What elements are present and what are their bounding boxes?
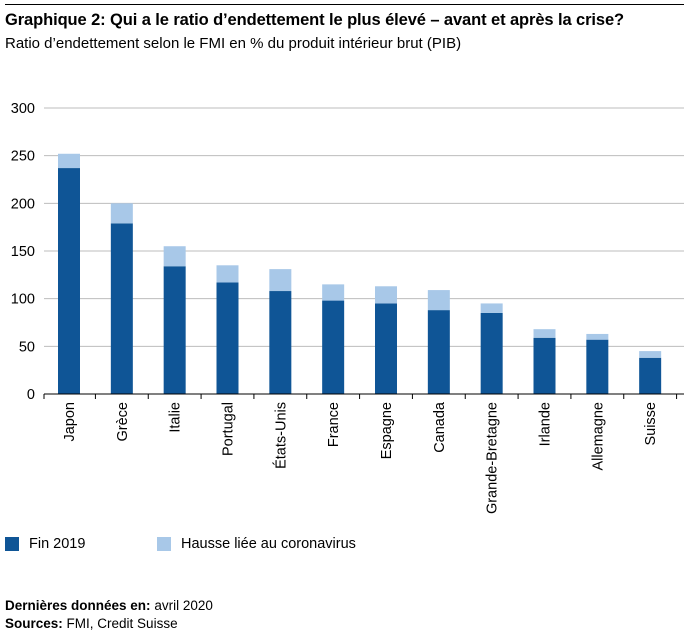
bar-hausse <box>58 153 80 169</box>
bar-hausse <box>639 351 662 358</box>
bar-fin-2019 <box>269 291 292 394</box>
bar-fin-2019 <box>58 168 80 394</box>
bar-hausse <box>110 203 133 224</box>
legend-item-hausse: Hausse liée au coronavirus <box>157 536 356 552</box>
footer-data-label: Dernières données en: <box>5 598 151 613</box>
bar-fin-2019 <box>639 357 662 394</box>
legend-label-fin-2019: Fin 2019 <box>29 536 86 552</box>
bar-hausse <box>427 290 450 311</box>
bar-hausse <box>480 303 503 313</box>
top-rule <box>5 4 684 5</box>
legend-label-hausse: Hausse liée au coronavirus <box>181 536 356 552</box>
bar-fin-2019 <box>216 282 239 394</box>
footer-data-date: Dernières données en: avril 2020 <box>5 598 213 613</box>
footer-data-value: avril 2020 <box>154 598 213 613</box>
y-tick-label: 0 <box>27 387 35 403</box>
x-category-label: Suisse <box>643 402 659 446</box>
bar-hausse <box>533 329 556 338</box>
bar-hausse <box>163 246 186 267</box>
bar-fin-2019 <box>533 337 556 394</box>
bar-hausse <box>269 269 292 292</box>
legend-swatch-hausse <box>157 537 171 551</box>
bar-fin-2019 <box>586 339 609 394</box>
x-category-label: Irlande <box>538 402 554 446</box>
x-category-label: France <box>326 402 342 447</box>
bar-fin-2019 <box>322 300 345 394</box>
bar-fin-2019 <box>480 312 503 394</box>
y-tick-label: 150 <box>11 244 35 260</box>
bar-fin-2019 <box>110 223 133 394</box>
bar-hausse <box>216 265 239 283</box>
x-category-label: Canada <box>432 401 448 453</box>
x-category-label: Italie <box>168 402 184 433</box>
x-category-label: Grèce <box>115 402 131 442</box>
chart-subtitle: Ratio d’endettement selon le FMI en % du… <box>5 35 462 52</box>
bar-fin-2019 <box>375 303 397 394</box>
y-tick-label: 50 <box>19 339 35 355</box>
x-category-label: Grande-Bretagne <box>485 402 501 514</box>
y-tick-label: 200 <box>11 196 35 212</box>
x-category-label: Portugal <box>221 402 237 456</box>
footer-sources-value: FMI, Credit Suisse <box>66 616 178 631</box>
legend-item-fin-2019: Fin 2019 <box>5 536 85 552</box>
x-category-label: Espagne <box>379 402 395 459</box>
bar-chart: 0 50 100 150 200 250 300 Japon Grèce Italie Portug… <box>11 101 684 514</box>
bar-hausse <box>322 284 345 301</box>
bar-hausse <box>375 286 397 304</box>
y-tick-label: 250 <box>11 149 35 165</box>
x-category-label: Japon <box>62 402 78 442</box>
legend-swatch-fin-2019 <box>5 537 19 551</box>
y-tick-label: 300 <box>11 101 35 117</box>
x-category-label: États-Unis <box>272 402 289 469</box>
x-category-label: Allemagne <box>590 402 606 471</box>
footer-sources-label: Sources: <box>5 616 63 631</box>
y-tick-label: 100 <box>11 292 35 308</box>
footer-sources: Sources: FMI, Credit Suisse <box>5 616 178 631</box>
chart-title: Graphique 2: Qui a le ratio d’endettemen… <box>5 11 625 29</box>
bar-hausse <box>586 333 609 340</box>
bar-fin-2019 <box>427 310 450 394</box>
bar-fin-2019 <box>163 266 186 394</box>
